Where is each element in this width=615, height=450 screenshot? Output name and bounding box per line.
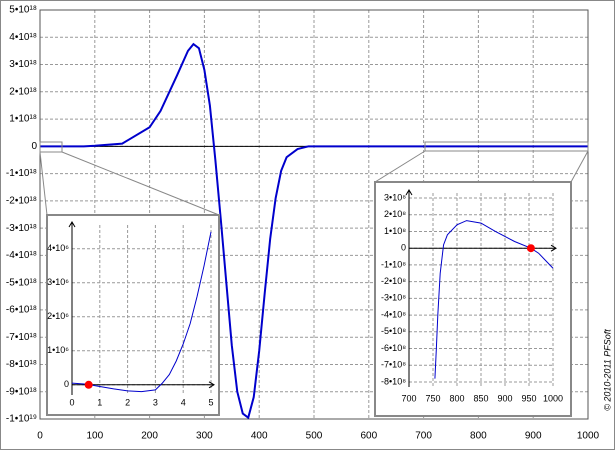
x-tick-label: 0 xyxy=(69,397,74,407)
y-tick-label: 2•10⁶ xyxy=(47,311,69,321)
x-tick-label: 900 xyxy=(497,393,512,403)
y-tick-label: 4•10¹⁸ xyxy=(9,32,37,43)
axis-arrow xyxy=(405,189,413,196)
x-tick-label: 700 xyxy=(401,393,416,403)
y-tick-label: -6•10⁸ xyxy=(381,343,406,353)
y-tick-label: 5•10¹⁸ xyxy=(9,5,37,16)
y-tick-label: -5•10⁸ xyxy=(381,326,406,336)
x-tick-label: 800 xyxy=(470,431,487,442)
plot-border xyxy=(39,9,589,420)
y-tick-label: 1•10¹⁸ xyxy=(9,114,37,125)
x-tick-label: 300 xyxy=(196,431,213,442)
x-tick-label: 3 xyxy=(153,397,158,407)
inset-frame xyxy=(374,181,572,417)
y-tick-label: 0 xyxy=(31,141,37,152)
x-tick-label: 0 xyxy=(37,431,43,442)
y-tick-label: 3•10⁸ xyxy=(384,192,406,202)
x-tick-label: 950 xyxy=(521,393,536,403)
y-tick-label: -8•10¹⁸ xyxy=(6,359,37,370)
x-tick-label: 100 xyxy=(86,431,103,442)
copyright: © 2010-2011 PFSoft xyxy=(602,329,612,411)
axis-arrow xyxy=(208,381,215,389)
x-tick-label: 900 xyxy=(525,431,542,442)
x-tick-label: 2 xyxy=(125,397,130,407)
y-tick-label: -5•10¹⁸ xyxy=(6,277,37,288)
y-tick-label: -7•10⁸ xyxy=(381,360,406,370)
y-tick-label: -1•10¹⁹ xyxy=(6,414,37,425)
y-tick-label: 2•10⁸ xyxy=(384,209,406,219)
y-tick-label: 4•10⁶ xyxy=(47,243,69,253)
x-tick-label: 600 xyxy=(360,431,377,442)
x-tick-label: 850 xyxy=(473,393,488,403)
y-tick-label: -4•10¹⁸ xyxy=(6,250,37,261)
x-tick-label: 200 xyxy=(141,431,158,442)
x-tick-label: 1000 xyxy=(543,393,563,403)
x-tick-label: 500 xyxy=(306,431,323,442)
y-tick-label: 2•10¹⁸ xyxy=(9,86,37,97)
x-tick-label: 4 xyxy=(181,397,186,407)
inset-chart: 3•10⁸ 2•10⁸ 1•10⁸ 0 -1•10⁸ -2•10⁸ -3•10⁸ -4•10⁸… xyxy=(381,189,563,403)
line-series xyxy=(40,42,588,420)
y-tick-label: 3•10⁶ xyxy=(47,277,69,287)
x-tick-label: 5 xyxy=(208,397,213,407)
x-tick-label: 400 xyxy=(251,431,268,442)
y-tick-label: 1•10⁸ xyxy=(384,226,406,236)
y-tick-label: -4•10⁸ xyxy=(381,309,406,319)
axis-arrow xyxy=(550,244,557,252)
y-tick-label: -1•10⁸ xyxy=(381,259,406,269)
marker xyxy=(526,244,535,253)
axis-arrow xyxy=(68,221,76,228)
y-tick-label: -3•10¹⁸ xyxy=(6,223,37,234)
y-tick-label: -7•10¹⁸ xyxy=(6,332,37,343)
x-tick-label: 750 xyxy=(425,393,440,403)
line-series xyxy=(71,231,212,393)
y-tick-label: 1•10⁶ xyxy=(47,345,69,355)
y-tick-label: 0 xyxy=(401,243,406,253)
x-tick-label: 700 xyxy=(415,431,432,442)
y-tick-label: -2•10¹⁸ xyxy=(6,196,37,207)
x-tick-label: 1 xyxy=(97,397,102,407)
x-tick-label: 800 xyxy=(449,393,464,403)
y-tick-label: -2•10⁸ xyxy=(381,276,406,286)
y-tick-label: 3•10¹⁸ xyxy=(9,59,37,70)
marker xyxy=(84,380,93,389)
y-tick-label: -3•10⁸ xyxy=(381,293,406,303)
y-tick-label: -6•10¹⁸ xyxy=(6,305,37,316)
y-tick-label: -8•10⁸ xyxy=(381,376,406,386)
y-tick-label: -1•10¹⁸ xyxy=(6,168,37,179)
y-tick-label: 0 xyxy=(64,379,69,389)
zoom-connectors xyxy=(39,141,589,216)
inset-chart: 0 1•10⁶ 2•10⁶ 3•10⁶ 4•10⁶ 0 1 2 3 4 5 xyxy=(47,221,215,407)
y-tick-label: -9•10¹⁸ xyxy=(6,386,37,397)
x-tick-label: 1000 xyxy=(577,431,600,442)
